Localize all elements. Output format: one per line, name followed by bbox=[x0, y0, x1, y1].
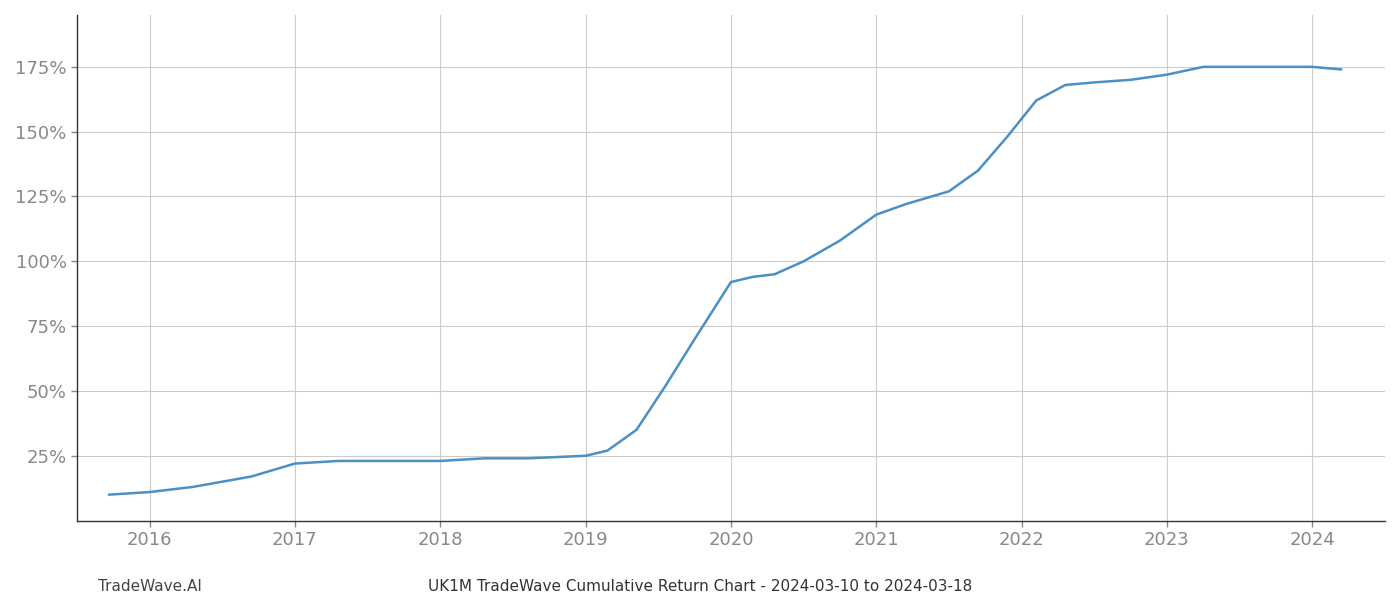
Text: UK1M TradeWave Cumulative Return Chart - 2024-03-10 to 2024-03-18: UK1M TradeWave Cumulative Return Chart -… bbox=[428, 579, 972, 594]
Text: TradeWave.AI: TradeWave.AI bbox=[98, 579, 202, 594]
